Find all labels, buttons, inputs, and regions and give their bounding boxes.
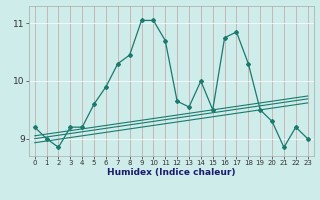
X-axis label: Humidex (Indice chaleur): Humidex (Indice chaleur)	[107, 168, 236, 177]
